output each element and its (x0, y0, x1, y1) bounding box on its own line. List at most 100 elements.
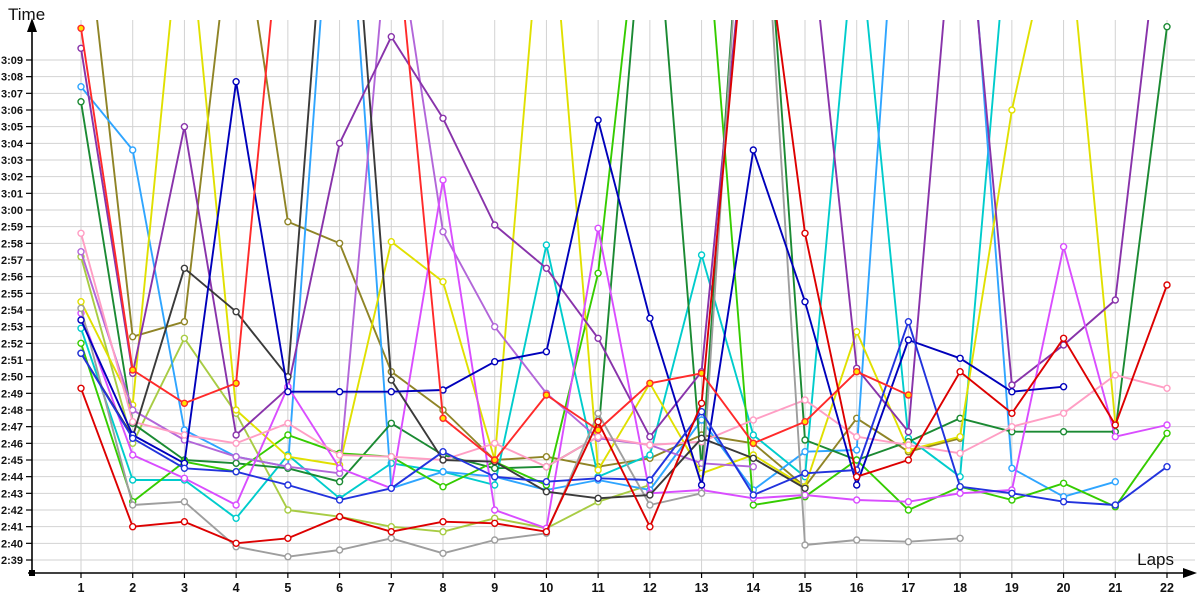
data-point-gray-lap13[interactable] (697, 489, 706, 497)
data-point-turquoise-lap9[interactable] (491, 481, 499, 489)
data-point-royal-blue-lap14[interactable] (749, 491, 757, 499)
series-line-yellow-green[interactable] (80, 256, 651, 533)
data-point-purple-lap12[interactable] (646, 433, 654, 441)
data-point-black-lap7[interactable] (387, 376, 395, 384)
data-point-yellow-lap18[interactable] (956, 433, 964, 441)
data-point-black-lap4[interactable] (232, 308, 240, 316)
data-point-gray-lap17[interactable] (904, 538, 913, 546)
data-point-yellow-green-lap8[interactable] (439, 528, 447, 536)
data-point-royal-blue-lap4[interactable] (232, 468, 240, 476)
data-point-purple-lap19[interactable] (1008, 381, 1016, 389)
data-point-violet-magenta-lap21[interactable] (1111, 433, 1120, 441)
data-point-red-lap17[interactable] (904, 456, 913, 464)
data-point-navy-blue-lap10[interactable] (542, 348, 551, 356)
data-point-olive-lap6[interactable] (335, 239, 344, 248)
data-point-royal-blue-lap8[interactable] (439, 448, 447, 456)
series-line-lime-green[interactable] (80, 0, 1168, 511)
data-point-navy-blue-lap1[interactable] (77, 316, 85, 324)
data-point-black-lap3[interactable] (180, 264, 189, 272)
data-point-black-lap15[interactable] (801, 484, 809, 492)
data-point-yellow-lap1[interactable] (77, 298, 85, 306)
data-point-red-lap20[interactable] (1059, 334, 1068, 342)
data-point-forest-green-lap9[interactable] (491, 464, 499, 472)
data-point-light-purple-lap9[interactable] (491, 323, 499, 331)
data-point-turquoise-lap12[interactable] (646, 451, 654, 459)
data-point-olive-lap2[interactable] (128, 333, 137, 341)
data-point-navy-blue-lap20[interactable] (1059, 383, 1068, 391)
data-point-purple-lap9[interactable] (491, 221, 499, 229)
data-point-navy-blue-lap16[interactable] (853, 481, 861, 489)
data-point-crimson-red-lap8[interactable] (439, 414, 447, 422)
data-point-navy-blue-lap15[interactable] (801, 298, 809, 306)
data-point-gray-lap6[interactable] (335, 546, 344, 554)
data-point-pink-lap4[interactable] (232, 439, 240, 447)
series-line-violet-magenta[interactable] (80, 179, 1168, 530)
data-point-pink-lap20[interactable] (1059, 409, 1068, 417)
data-point-lime-green-lap19[interactable] (1008, 496, 1016, 504)
data-point-gray-lap3[interactable] (180, 498, 189, 506)
data-point-red-lap7[interactable] (387, 528, 395, 536)
data-point-crimson-red-lap2[interactable] (128, 366, 137, 374)
data-point-turquoise-lap2[interactable] (128, 476, 137, 484)
data-point-purple-lap3[interactable] (180, 122, 189, 131)
data-point-lime-green-lap17[interactable] (904, 506, 913, 514)
data-point-royal-blue-lap5[interactable] (284, 481, 292, 489)
data-point-pink-lap5[interactable] (284, 419, 292, 427)
data-point-pink-lap9[interactable] (491, 439, 499, 447)
data-point-yellow-green-lap3[interactable] (180, 334, 189, 342)
data-point-crimson-red-lap4[interactable] (232, 379, 240, 387)
data-point-pink-lap16[interactable] (853, 433, 861, 441)
series-line-red[interactable] (80, 0, 1168, 545)
data-point-red-lap13[interactable] (697, 399, 706, 407)
data-point-sky-blue-lap13[interactable] (697, 416, 706, 424)
data-point-turquoise-lap13[interactable] (697, 251, 706, 259)
data-point-gray-lap16[interactable] (853, 536, 861, 544)
data-point-crimson-red-lap15[interactable] (801, 418, 809, 426)
data-point-pink-lap15[interactable] (801, 396, 809, 404)
data-point-sky-blue-lap2[interactable] (128, 146, 137, 154)
data-point-purple-lap17[interactable] (904, 428, 913, 436)
data-point-red-lap6[interactable] (335, 513, 344, 521)
data-point-red-lap21[interactable] (1111, 421, 1120, 429)
data-point-navy-blue-lap7[interactable] (387, 388, 395, 396)
data-point-sky-blue-lap21[interactable] (1111, 478, 1120, 486)
data-point-crimson-red-lap17[interactable] (904, 391, 913, 399)
series-line-pink[interactable] (80, 233, 1168, 468)
data-point-red-lap16[interactable] (853, 473, 861, 481)
data-point-violet-magenta-lap6[interactable] (335, 464, 344, 472)
data-point-violet-magenta-lap17[interactable] (904, 498, 913, 506)
data-point-navy-blue-lap4[interactable] (232, 77, 240, 86)
data-point-violet-magenta-lap9[interactable] (491, 506, 499, 514)
data-point-red-lap4[interactable] (232, 539, 240, 547)
data-point-lime-green-lap11[interactable] (594, 269, 602, 277)
data-point-gray-lap12[interactable] (646, 501, 654, 509)
series-line-olive[interactable] (81, 0, 961, 488)
data-point-red-lap12[interactable] (646, 523, 654, 531)
data-point-violet-magenta-lap3[interactable] (180, 474, 189, 482)
data-point-red-lap10[interactable] (542, 528, 551, 536)
data-point-purple-lap7[interactable] (387, 33, 395, 41)
data-point-black-lap14[interactable] (749, 454, 757, 462)
data-point-red-lap2[interactable] (128, 523, 137, 531)
data-point-red-lap5[interactable] (284, 534, 292, 542)
data-point-light-purple-lap8[interactable] (439, 227, 447, 236)
data-point-red-lap1[interactable] (77, 384, 85, 392)
data-point-lime-green-lap1[interactable] (77, 339, 85, 347)
data-point-forest-green-lap7[interactable] (387, 419, 395, 427)
data-point-lime-green-lap22[interactable] (1163, 429, 1171, 437)
data-point-purple-lap21[interactable] (1111, 296, 1120, 304)
data-point-yellow-lap7[interactable] (387, 237, 395, 246)
data-point-black-lap12[interactable] (646, 491, 654, 499)
data-point-royal-blue-lap19[interactable] (1008, 489, 1016, 497)
data-point-gray-lap1[interactable] (77, 304, 85, 312)
data-point-purple-lap6[interactable] (335, 139, 344, 148)
data-point-gray-lap18[interactable] (956, 534, 964, 542)
data-point-pink-lap19[interactable] (1008, 423, 1016, 431)
data-point-gray-lap9[interactable] (491, 536, 499, 544)
data-point-sky-blue-lap16[interactable] (853, 446, 861, 454)
data-point-turquoise-lap4[interactable] (232, 514, 240, 522)
data-point-royal-blue-lap7[interactable] (387, 484, 395, 492)
data-point-red-lap11[interactable] (594, 418, 602, 426)
data-point-gray-lap15[interactable] (801, 541, 809, 549)
data-point-pink-lap11[interactable] (594, 433, 602, 441)
